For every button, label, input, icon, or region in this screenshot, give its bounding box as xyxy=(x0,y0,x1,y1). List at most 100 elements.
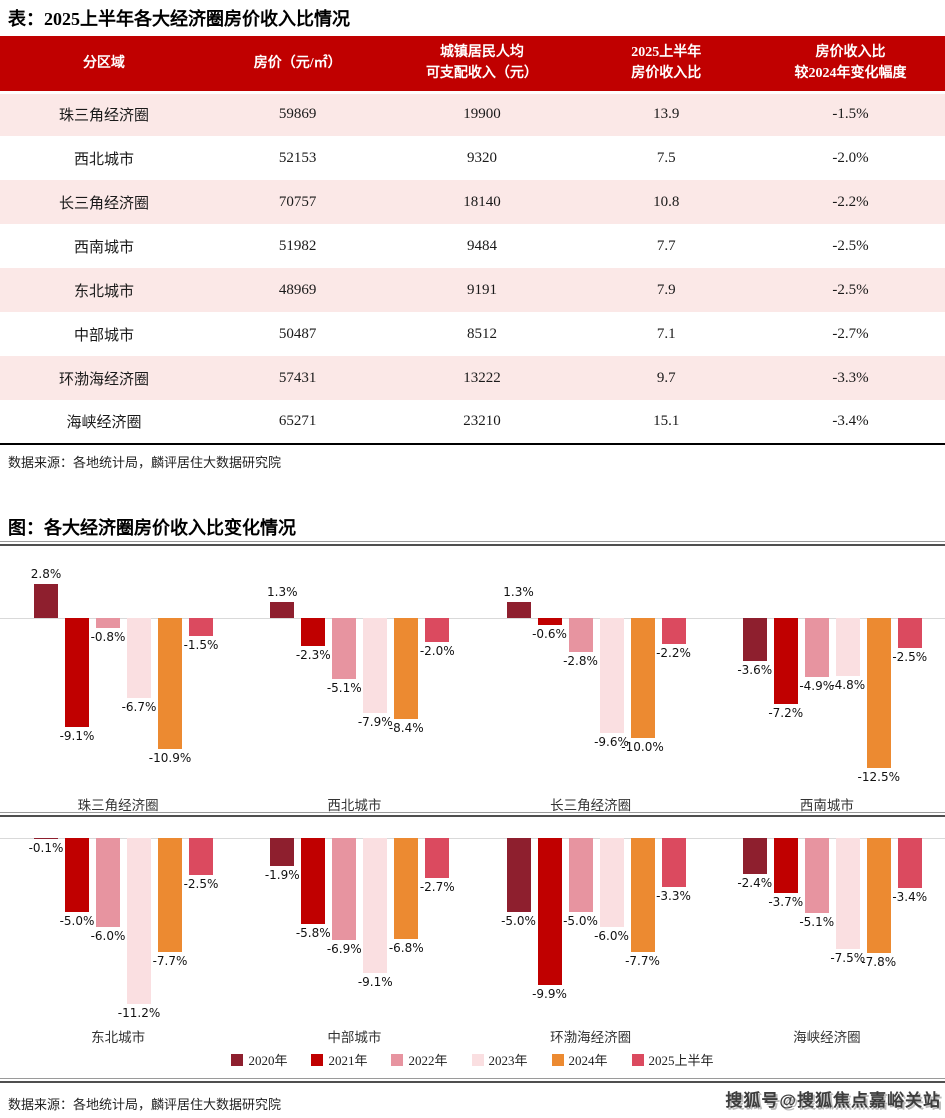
bar-2025h1 xyxy=(425,838,450,878)
divider xyxy=(0,1078,945,1083)
bar-2024 xyxy=(158,838,182,952)
bar-value-label: 2.8% xyxy=(30,567,62,582)
bar-value-label: -7.7% xyxy=(625,953,660,968)
table-header: 分区域 房价（元/㎡） 城镇居民人均 可支配收入（元） 2025上半年 房价收入比 房价收入… xyxy=(0,36,945,94)
chart-西南城市: -3.6% -7.2% -4.9% -4.8% -12.5% -2.5% 西南城市 xyxy=(708,548,945,813)
bar-value-label: -2.3% xyxy=(295,647,331,662)
cell-price: 70757 xyxy=(278,193,317,210)
chart-group-label: 海峡经济圈 xyxy=(793,1030,861,1045)
bar-value-label: -8.4% xyxy=(388,720,424,735)
bar-value-label: -9.6% xyxy=(594,735,629,750)
bar-2024 xyxy=(630,618,655,738)
divider xyxy=(0,541,945,546)
chart-东北城市: -0.1% -5.0% -6.0% -11.2% -7.7% -2.5% 东北城市 xyxy=(0,822,237,1047)
legend-swatch xyxy=(391,1053,404,1066)
bar-value-label: -7.8% xyxy=(861,955,897,970)
bar-value-label: -3.3% xyxy=(656,888,691,903)
bar-value-label: -5.0% xyxy=(59,914,95,928)
bar-2024 xyxy=(394,838,419,939)
table-row: 长三角经济圈 70757 18140 10.8 -2.2% xyxy=(0,180,945,224)
cell-ratio: 10.8 xyxy=(653,193,680,210)
legend-item-2020: 2020年 xyxy=(231,1050,287,1069)
legend-label: 2023年 xyxy=(488,1053,528,1068)
cell-change: -2.2% xyxy=(832,193,869,210)
legend-label: 2021年 xyxy=(328,1053,368,1068)
bar-2021 xyxy=(537,618,562,626)
table-row: 珠三角经济圈 59869 19900 13.9 -1.5% xyxy=(0,92,945,136)
bar-2023 xyxy=(127,618,151,699)
cell-region: 长三角经济圈 xyxy=(58,195,149,212)
bar-2025h1 xyxy=(189,838,213,875)
column-header: 房价收入比 较2024年变化幅度 xyxy=(755,36,945,94)
legend-item-2025h1: 2025上半年 xyxy=(631,1050,714,1069)
cell-change: -2.5% xyxy=(832,237,869,254)
bar-value-label: -2.0% xyxy=(419,644,455,658)
cell-price: 57431 xyxy=(278,369,317,386)
cell-region: 珠三角经济圈 xyxy=(58,108,149,125)
cell-ratio: 13.9 xyxy=(653,106,680,123)
column-header: 城镇居民人均 可支配收入（元） xyxy=(387,36,577,94)
legend-label: 2020年 xyxy=(248,1053,288,1068)
chart-长三角经济圈: 1.3% -0.6% -2.8% -9.6% -10.0% -2.2% 长三角经济圈 xyxy=(472,548,709,813)
table-row: 环渤海经济圈 57431 13222 9.7 -3.3% xyxy=(0,356,945,400)
bar-value-label: -1.5% xyxy=(183,638,219,652)
legend-swatch xyxy=(471,1053,484,1066)
cell-income: 13222 xyxy=(463,369,501,386)
legend-swatch xyxy=(631,1053,644,1066)
bar-2021 xyxy=(301,838,326,924)
cell-price: 50487 xyxy=(278,325,317,342)
cell-region: 中部城市 xyxy=(73,327,134,344)
chart-中部城市: -1.9% -5.8% -6.9% -9.1% -6.8% -2.7% 中部城市 xyxy=(236,822,473,1047)
chart-group-label: 环渤海经济圈 xyxy=(550,1030,632,1045)
cell-price: 51982 xyxy=(278,237,317,254)
bar-value-label: -5.1% xyxy=(799,915,835,930)
bar-value-label: -9.1% xyxy=(59,729,95,744)
cell-change: -2.5% xyxy=(832,281,869,298)
bar-value-label: -7.9% xyxy=(357,714,393,729)
cell-price: 59869 xyxy=(278,106,317,123)
bar-value-label: -9.9% xyxy=(532,986,567,1001)
bar-2020 xyxy=(742,618,767,662)
bar-2021 xyxy=(773,618,798,705)
table-body: 珠三角经济圈 59869 19900 13.9 -1.5% 西北城市 52153 9320 7.… xyxy=(0,92,945,444)
bar-2023 xyxy=(127,838,151,1004)
bar-2022 xyxy=(568,618,593,652)
bar-value-label: -7.2% xyxy=(768,706,804,721)
table-header-row: 分区域 房价（元/㎡） 城镇居民人均 可支配收入（元） 2025上半年 房价收入比 房价收入… xyxy=(0,36,945,94)
table-row: 东北城市 48969 9191 7.9 -2.5% xyxy=(0,268,945,312)
legend-swatch xyxy=(231,1053,244,1066)
bar-2022 xyxy=(96,838,120,927)
chart-grid-row-2: -0.1% -5.0% -6.0% -11.2% -7.7% -2.5% 东北城市 -1.9%… xyxy=(0,822,945,1047)
cell-change: -2.0% xyxy=(832,149,869,166)
cell-change: -1.5% xyxy=(832,106,869,123)
cell-region: 环渤海经济圈 xyxy=(58,371,149,388)
chart-grid-row-1: 2.8% -9.1% -0.8% -6.7% -10.9% -1.5% 珠三角经济圈 1.3%… xyxy=(0,548,945,813)
bar-value-label: -5.1% xyxy=(326,681,362,696)
cell-ratio: 15.1 xyxy=(653,413,680,429)
chart-环渤海经济圈: -5.0% -9.9% -5.0% -6.0% -7.7% -3.3% 环渤海经济圈 xyxy=(472,822,709,1047)
bar-value-label: 1.3% xyxy=(503,585,534,600)
bar-value-label: -6.0% xyxy=(594,928,629,943)
chart-group-label: 东北城市 xyxy=(91,1030,146,1045)
bar-2024 xyxy=(630,838,655,952)
bar-2021 xyxy=(301,618,326,646)
bar-value-label: -6.0% xyxy=(90,928,126,943)
cell-region: 海峡经济圈 xyxy=(66,415,142,431)
cell-price: 52153 xyxy=(278,149,317,166)
bar-2022 xyxy=(804,618,829,677)
bar-2022 xyxy=(332,618,357,680)
bar-2024 xyxy=(866,618,891,768)
legend-item-2024: 2024年 xyxy=(551,1050,608,1069)
bar-2025h1 xyxy=(189,618,213,636)
bar-2023 xyxy=(599,838,624,927)
cell-income: 9484 xyxy=(466,237,497,254)
legend-swatch xyxy=(311,1053,324,1066)
bar-2021 xyxy=(65,838,89,912)
bar-value-label: -2.7% xyxy=(419,879,455,894)
table-row: 海峡经济圈 65271 23210 15.1 -3.4% xyxy=(0,400,945,444)
bar-2020 xyxy=(270,838,295,867)
bar-2020 xyxy=(34,838,58,840)
cell-change: -3.4% xyxy=(832,413,869,429)
bar-2022 xyxy=(804,838,829,914)
